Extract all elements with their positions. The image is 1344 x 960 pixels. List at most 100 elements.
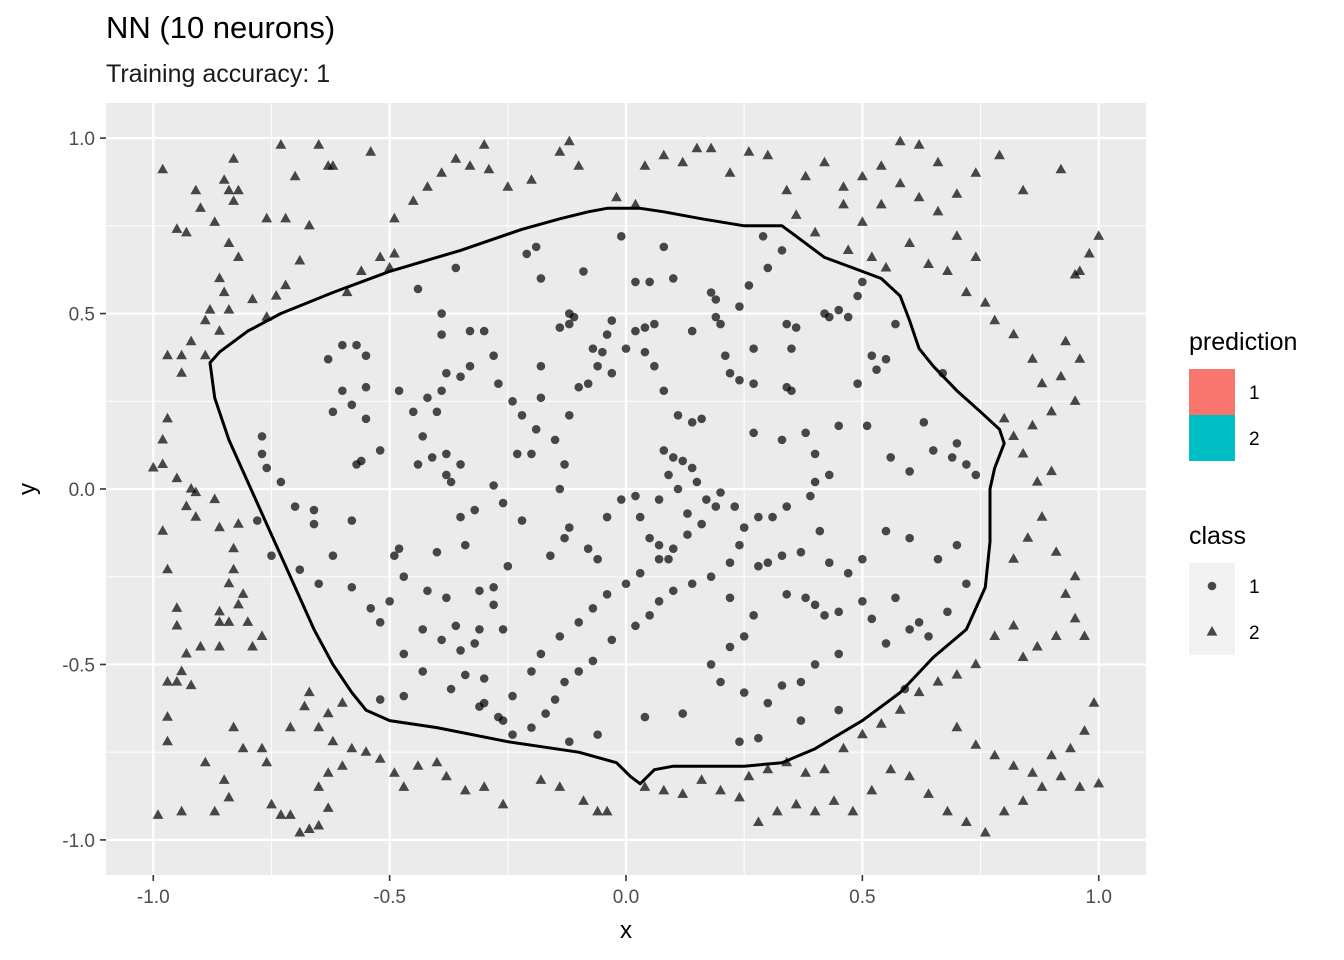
y-tick-label: -0.5 xyxy=(62,655,95,676)
point-class-2 xyxy=(199,349,211,360)
point-class-1 xyxy=(517,516,527,525)
point-class-2 xyxy=(176,367,187,377)
point-class-2 xyxy=(1031,476,1043,486)
point-class-1 xyxy=(928,446,938,455)
point-class-1 xyxy=(498,716,508,725)
point-class-2 xyxy=(639,781,651,791)
point-class-1 xyxy=(437,330,446,339)
point-class-1 xyxy=(635,512,645,522)
point-class-1 xyxy=(489,481,498,490)
point-class-2 xyxy=(1046,465,1057,476)
point-class-1 xyxy=(446,477,456,487)
point-class-2 xyxy=(1093,230,1105,240)
point-class-2 xyxy=(360,746,372,756)
point-class-2 xyxy=(1017,651,1029,661)
point-class-1 xyxy=(735,375,744,385)
point-class-2 xyxy=(199,314,211,325)
point-class-1 xyxy=(687,326,697,336)
point-class-2 xyxy=(923,258,934,268)
point-class-2 xyxy=(828,795,840,805)
point-class-2 xyxy=(374,753,386,763)
point-class-2 xyxy=(355,265,367,275)
point-class-2 xyxy=(195,640,206,651)
point-class-1 xyxy=(914,618,924,627)
point-class-1 xyxy=(668,544,678,553)
point-class-1 xyxy=(687,463,697,473)
point-class-2 xyxy=(280,279,291,290)
point-class-1 xyxy=(796,716,806,725)
point-class-2 xyxy=(237,588,249,598)
point-class-1 xyxy=(720,351,730,360)
point-class-2 xyxy=(289,170,301,181)
point-class-2 xyxy=(942,265,953,275)
point-class-2 xyxy=(838,181,849,191)
point-class-1 xyxy=(607,316,617,325)
point-class-1 xyxy=(588,344,598,353)
point-class-2 xyxy=(285,721,296,732)
point-class-1 xyxy=(564,411,574,420)
point-class-1 xyxy=(352,460,361,469)
point-class-2 xyxy=(866,251,878,261)
point-class-1 xyxy=(754,512,763,522)
point-class-2 xyxy=(233,518,244,528)
point-class-1 xyxy=(347,582,357,592)
point-class-2 xyxy=(190,486,202,497)
point-class-1 xyxy=(550,695,560,704)
point-class-1 xyxy=(498,625,508,634)
point-class-1 xyxy=(858,277,867,287)
point-class-1 xyxy=(881,639,891,648)
point-class-1 xyxy=(607,635,617,645)
point-class-2 xyxy=(162,676,173,686)
point-class-1 xyxy=(456,460,465,469)
point-class-2 xyxy=(162,735,173,746)
decision-boundary-line xyxy=(208,206,1006,786)
point-class-2 xyxy=(171,472,183,483)
point-class-1 xyxy=(697,519,706,529)
point-class-1 xyxy=(314,579,324,589)
point-class-2 xyxy=(1069,570,1081,581)
point-class-1 xyxy=(531,242,541,252)
point-class-2 xyxy=(218,286,230,297)
point-class-2 xyxy=(266,798,277,809)
point-class-1 xyxy=(451,621,461,631)
legend-prediction-swatch xyxy=(1189,415,1235,461)
point-class-1 xyxy=(654,495,664,504)
x-tick-label: 0.0 xyxy=(613,887,639,908)
point-class-1 xyxy=(328,551,338,560)
point-class-1 xyxy=(749,379,758,389)
point-class-1 xyxy=(385,596,394,606)
point-class-1 xyxy=(640,347,650,357)
point-class-1 xyxy=(640,323,650,332)
point-class-1 xyxy=(810,477,820,487)
point-class-2 xyxy=(171,676,183,686)
point-class-2 xyxy=(247,640,258,651)
point-class-2 xyxy=(162,711,173,721)
point-class-2 xyxy=(705,142,717,153)
point-class-1 xyxy=(806,491,815,501)
x-tick-label: -1.0 xyxy=(137,887,170,908)
point-class-1 xyxy=(257,449,267,459)
point-class-2 xyxy=(979,826,991,837)
point-class-2 xyxy=(1050,630,1062,640)
point-class-1 xyxy=(881,354,891,364)
point-class-2 xyxy=(1031,640,1043,651)
point-class-1 xyxy=(508,691,517,701)
point-class-1 xyxy=(442,470,451,480)
point-class-2 xyxy=(209,805,221,816)
point-class-1 xyxy=(527,449,536,459)
point-class-1 xyxy=(602,589,612,599)
point-class-1 xyxy=(489,582,498,592)
point-class-2 xyxy=(233,251,244,261)
point-class-1 xyxy=(668,586,678,596)
point-class-2 xyxy=(185,679,197,690)
point-class-2 xyxy=(171,223,183,233)
point-class-1 xyxy=(390,551,399,560)
point-class-1 xyxy=(801,593,810,603)
point-class-2 xyxy=(1008,430,1019,440)
point-class-1 xyxy=(824,312,834,322)
point-class-2 xyxy=(242,616,254,626)
point-class-2 xyxy=(781,184,793,195)
point-class-1 xyxy=(564,737,574,746)
point-class-1 xyxy=(645,611,654,620)
point-class-2 xyxy=(894,135,906,146)
